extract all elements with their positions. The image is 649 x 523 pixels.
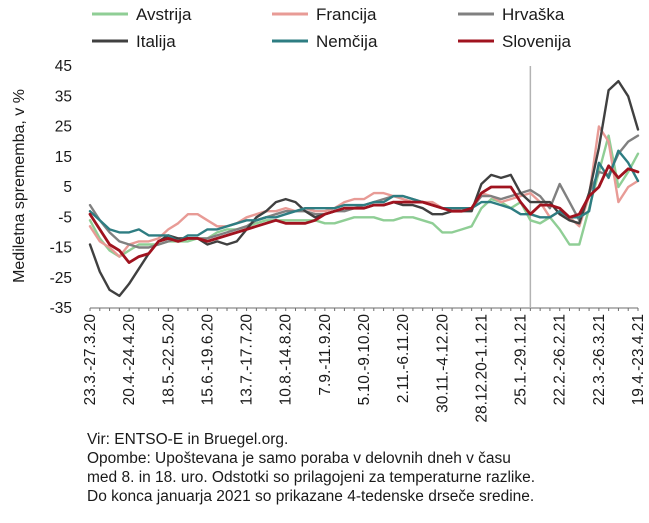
series-layer (90, 81, 638, 296)
line-chart: Avstrija Francija Hrvaška Italija Nemčija Slo… (0, 0, 649, 430)
x-tick-label: 25.1.-29.1.21 (513, 314, 530, 405)
x-tick-label: 23.3.-27.3.20 (82, 314, 99, 406)
y-tick-label: 5 (63, 179, 72, 196)
y-tick-label: -35 (50, 300, 72, 317)
series-line-italija (90, 81, 638, 296)
legend-label: Nemčija (316, 32, 378, 51)
x-tick-label: 30.11.-4.12.20 (434, 314, 451, 413)
x-tick-label: 19.4.-23.4.21 (630, 314, 647, 405)
note-line-2: med 8. in 18. uro. Odstotki so prilagoje… (87, 468, 647, 487)
x-tick-label: 5.10.-9.10.20 (356, 314, 373, 406)
x-tick-label: 13.7.-17.7.20 (239, 314, 256, 406)
x-tick-label: 22.2.-26.2.21 (552, 314, 569, 405)
x-tick-label: 2.11.-6.11.20 (395, 314, 412, 403)
x-tick-label: 15.6.-19.6.20 (199, 314, 216, 406)
y-tick-label: -25 (50, 270, 72, 287)
note-line-3: Do konca januarja 2021 so prikazane 4-te… (87, 487, 647, 506)
y-tick-label: 35 (55, 88, 72, 105)
legend-label: Slovenija (502, 32, 572, 51)
x-tick-label: 10.8.-14.8.20 (278, 314, 295, 406)
source-note: Vir: ENTSO-E in Bruegel.org. (87, 430, 647, 449)
y-axis-label: Mediletna sprememba, v % (11, 89, 28, 283)
chart-notes: Vir: ENTSO-E in Bruegel.org. Opombe: Upo… (87, 430, 647, 506)
x-tick-label: 7.9.-11.9.20 (317, 314, 334, 396)
y-tick-label: -5 (58, 209, 72, 226)
x-tick-label: 28.12.20-1.1.21 (473, 314, 490, 423)
y-axis: 45 35 25 15 5 -5 -15 -25 -35 (50, 58, 72, 317)
legend-label: Italija (136, 32, 176, 51)
x-tick-label: 20.4.-24.4.20 (121, 314, 138, 406)
x-tick-label: 22.3.-26.3.21 (591, 314, 608, 405)
legend-label: Francija (316, 5, 377, 24)
x-tick-label: 18.5.-22.5.20 (160, 314, 177, 406)
y-tick-label: 45 (55, 58, 72, 75)
y-tick-label: 15 (55, 149, 72, 166)
legend: Avstrija Francija Hrvaška Italija Nemčija Slo… (92, 5, 572, 51)
series-line-hrvaška (90, 136, 638, 248)
legend-label: Hrvaška (502, 5, 565, 24)
legend-label: Avstrija (136, 5, 192, 24)
y-tick-label: 25 (55, 119, 72, 136)
x-axis: 23.3.-27.3.20 20.4.-24.4.20 18.5.-22.5.20 1… (82, 66, 647, 423)
note-line-1: Opombe: Upoštevana je samo poraba v delo… (87, 449, 647, 468)
y-tick-label: -15 (50, 240, 72, 257)
